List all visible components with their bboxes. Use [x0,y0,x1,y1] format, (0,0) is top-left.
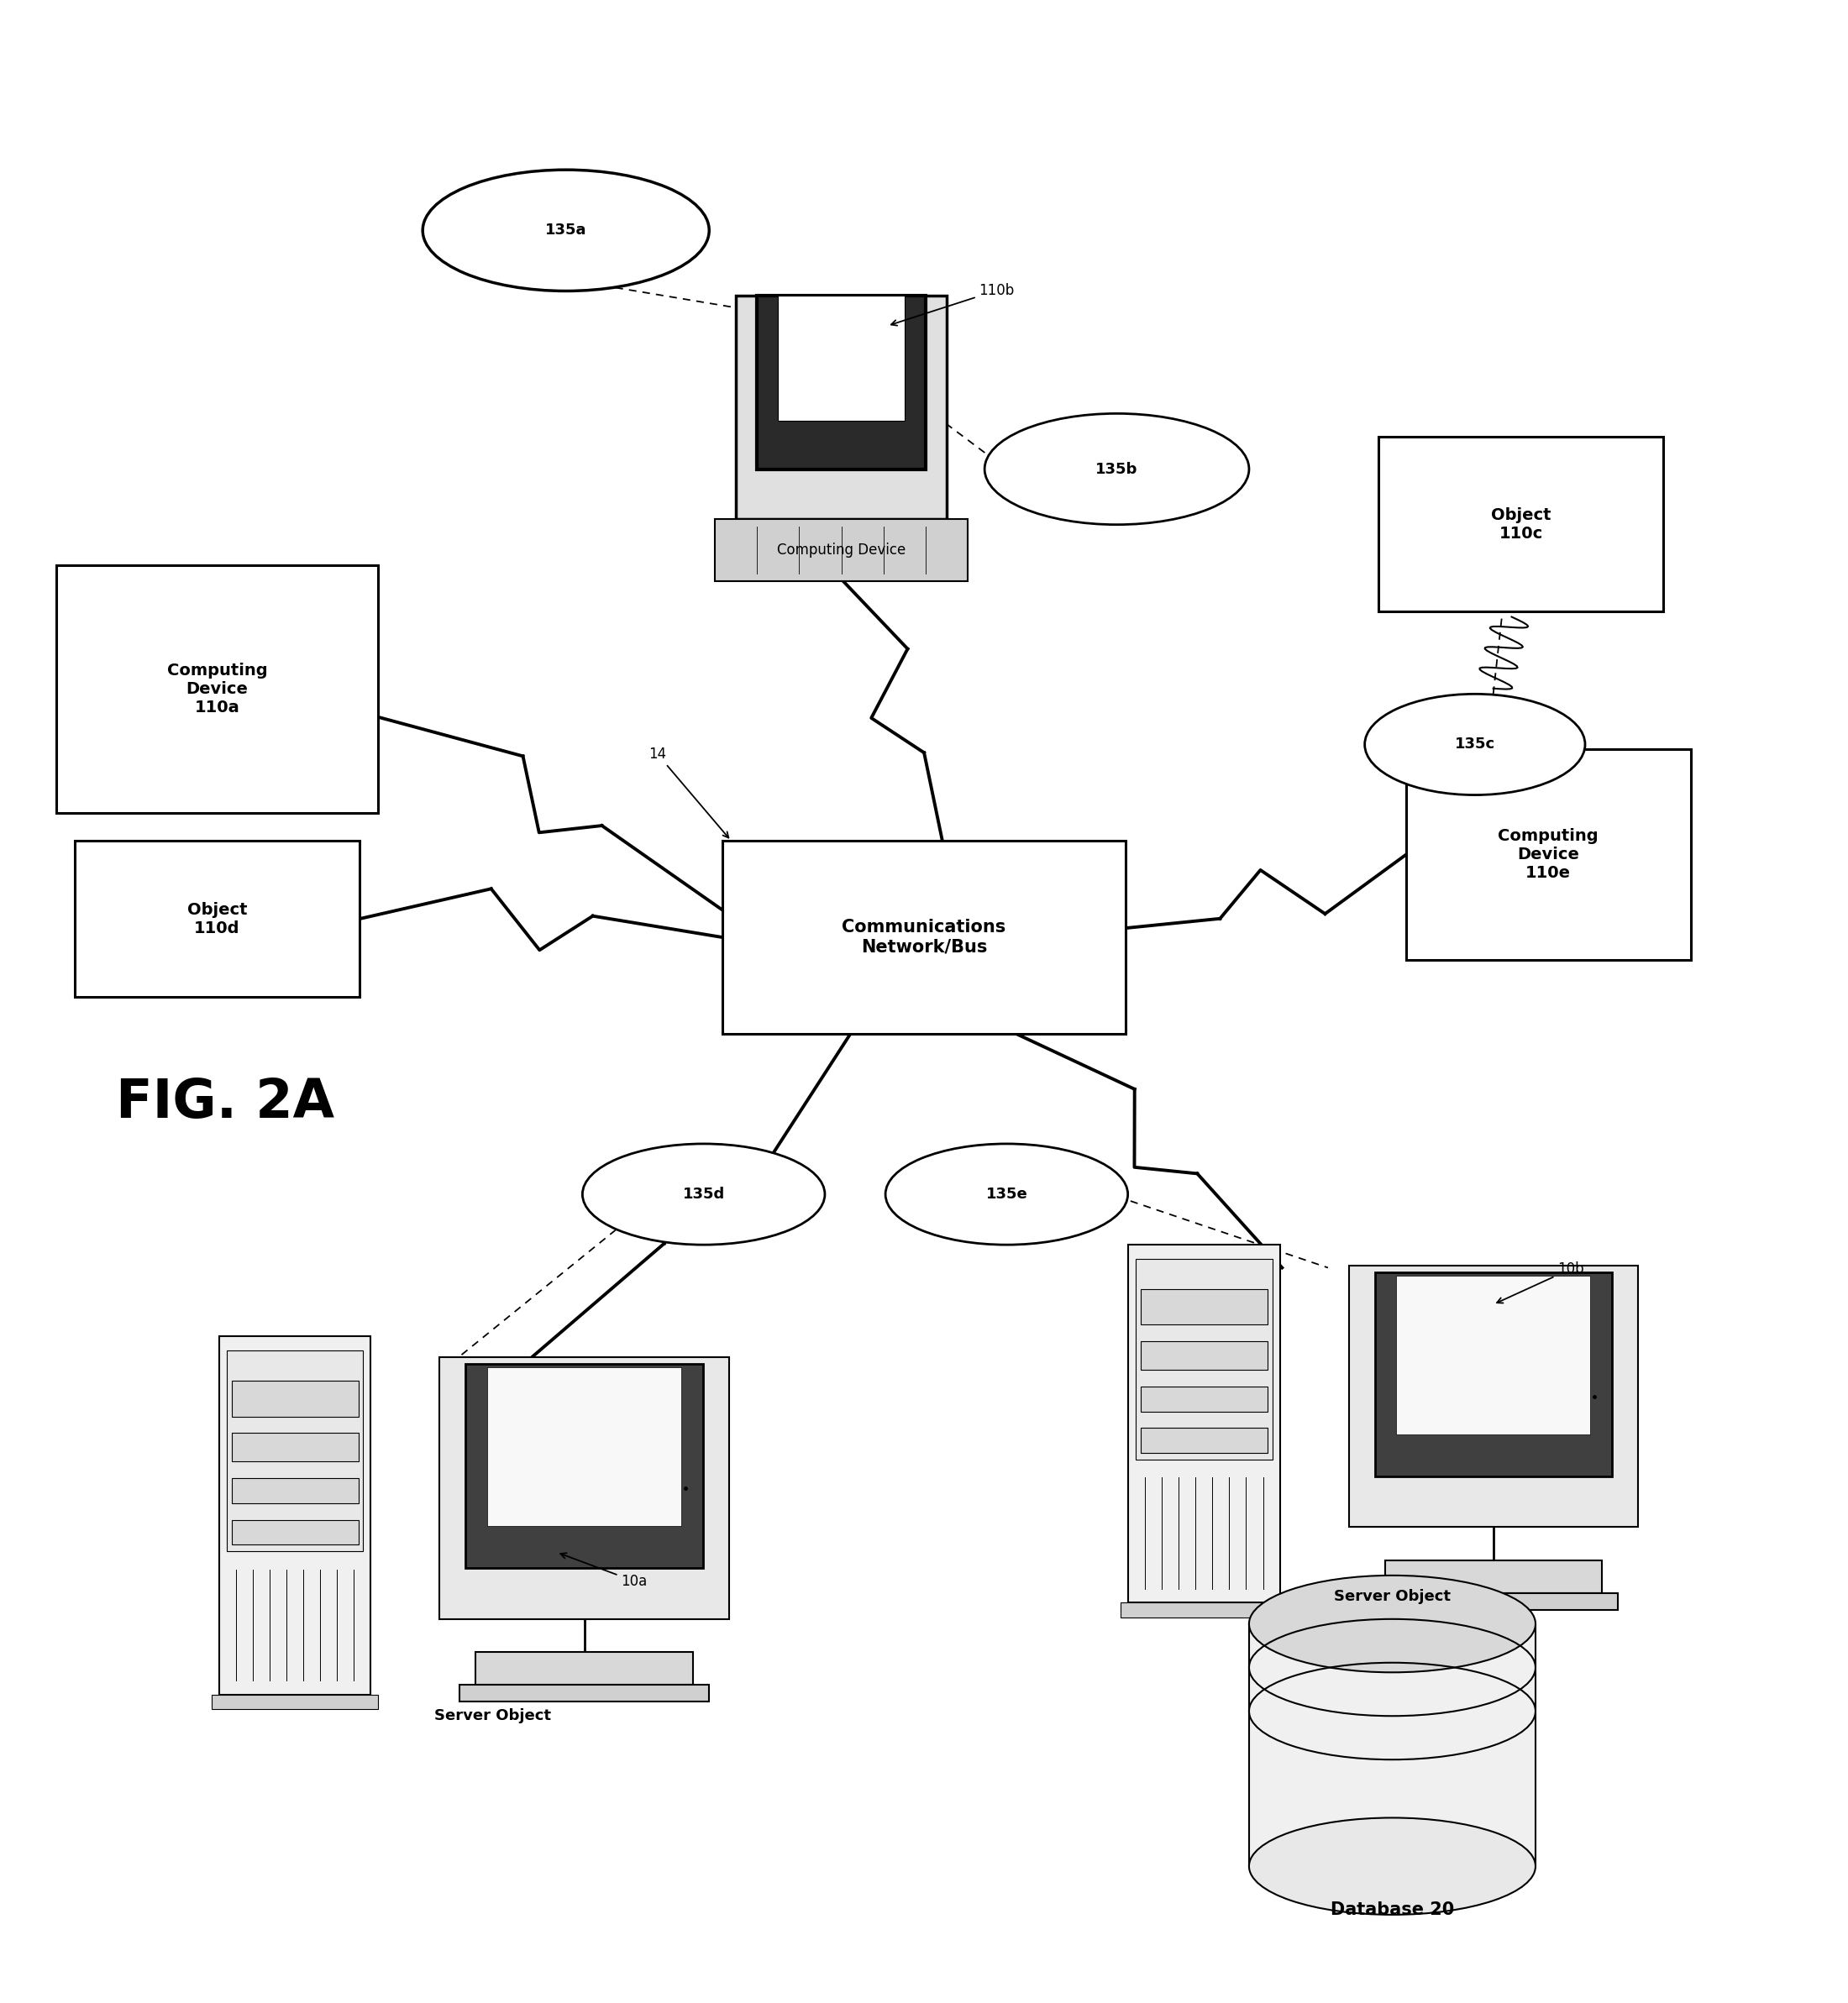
FancyBboxPatch shape [231,1432,359,1462]
Text: 135c: 135c [1454,737,1495,751]
Ellipse shape [1364,693,1586,795]
Text: Server Object: Server Object [1334,1588,1451,1604]
Text: Computing Device: Computing Device [776,543,906,557]
FancyBboxPatch shape [1349,1266,1637,1526]
Ellipse shape [1249,1819,1536,1915]
FancyBboxPatch shape [231,1380,359,1416]
Text: Computing
Device
110e: Computing Device 110e [1499,827,1599,881]
FancyBboxPatch shape [778,294,904,421]
Text: Object
110d: Object 110d [187,901,248,935]
Text: 135e: 135e [985,1186,1027,1202]
Text: Computing
Device
110a: Computing Device 110a [166,663,268,715]
Text: 14: 14 [649,747,728,837]
FancyBboxPatch shape [1369,1592,1619,1610]
FancyBboxPatch shape [715,519,968,581]
Text: FIG. 2A: FIG. 2A [116,1076,334,1128]
Text: Object
110c: Object 110c [1491,507,1550,541]
Ellipse shape [1249,1576,1536,1673]
FancyBboxPatch shape [1379,437,1663,611]
Text: 135a: 135a [545,222,586,238]
Ellipse shape [985,413,1249,525]
FancyBboxPatch shape [475,1652,693,1685]
FancyBboxPatch shape [231,1478,359,1502]
FancyBboxPatch shape [466,1364,702,1568]
Text: Communications
Network/Bus: Communications Network/Bus [843,919,1005,955]
Ellipse shape [423,170,710,290]
FancyBboxPatch shape [460,1685,710,1701]
Text: 110b: 110b [891,282,1015,326]
FancyBboxPatch shape [1406,749,1691,959]
FancyBboxPatch shape [1384,1560,1602,1592]
FancyBboxPatch shape [74,841,359,997]
FancyBboxPatch shape [213,1695,379,1709]
FancyBboxPatch shape [440,1358,728,1618]
Text: 10a: 10a [560,1552,647,1588]
FancyBboxPatch shape [758,296,926,471]
FancyBboxPatch shape [1140,1428,1268,1452]
FancyBboxPatch shape [1395,1276,1591,1434]
FancyBboxPatch shape [1375,1272,1611,1476]
FancyBboxPatch shape [55,565,377,813]
FancyBboxPatch shape [488,1368,682,1526]
FancyBboxPatch shape [1129,1244,1281,1602]
Text: Database 20: Database 20 [1331,1901,1454,1919]
FancyBboxPatch shape [231,1520,359,1544]
Text: 10b: 10b [1497,1262,1584,1304]
FancyBboxPatch shape [1137,1258,1271,1460]
FancyBboxPatch shape [227,1350,364,1552]
FancyBboxPatch shape [736,296,946,519]
Text: 135b: 135b [1096,461,1138,477]
FancyBboxPatch shape [1140,1386,1268,1412]
Ellipse shape [885,1144,1127,1244]
Text: 135d: 135d [682,1186,724,1202]
FancyBboxPatch shape [220,1336,371,1695]
Text: Server Object: Server Object [434,1709,551,1723]
FancyBboxPatch shape [1120,1602,1288,1616]
FancyBboxPatch shape [723,841,1125,1034]
FancyBboxPatch shape [1140,1288,1268,1324]
Ellipse shape [582,1144,824,1244]
FancyBboxPatch shape [1249,1624,1536,1867]
FancyBboxPatch shape [1140,1342,1268,1370]
